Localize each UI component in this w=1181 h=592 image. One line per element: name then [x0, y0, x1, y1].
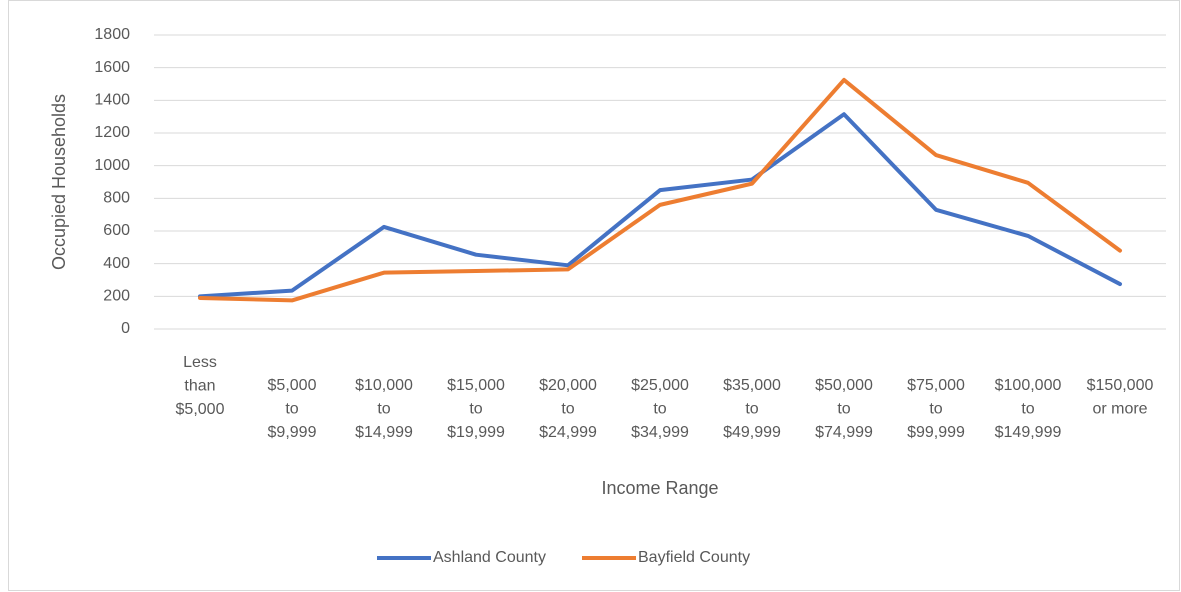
x-tick-label: $15,000 to $19,999 — [447, 377, 505, 441]
y-tick-label: 1800 — [94, 26, 130, 43]
y-tick-label: 400 — [103, 255, 130, 272]
y-tick-label: 600 — [103, 222, 130, 239]
y-tick-label: 1200 — [94, 124, 130, 141]
x-tick-label: $5,000 to $9,999 — [268, 377, 317, 441]
y-tick-label: 200 — [103, 288, 130, 305]
x-tick-label: $35,000 to $49,999 — [723, 377, 781, 441]
x-tick-label: $10,000 to $14,999 — [355, 377, 413, 441]
x-tick-label: $100,000 to $149,999 — [995, 377, 1062, 441]
y-axis-title: Occupied Households — [49, 94, 69, 270]
series-line — [198, 77, 1122, 303]
x-tick-label: Less than $5,000 — [176, 354, 225, 418]
x-axis-title: Income Range — [601, 478, 718, 498]
x-tick-label: $150,000 or more — [1087, 377, 1154, 418]
y-tick-label: 1000 — [94, 157, 130, 174]
legend-label: Bayfield County — [638, 549, 750, 566]
y-tick-label: 0 — [121, 320, 130, 337]
legend-label: Ashland County — [433, 549, 546, 566]
x-tick-label: $75,000 to $99,999 — [907, 377, 965, 441]
series-line — [198, 112, 1122, 299]
y-tick-label: 1400 — [94, 92, 130, 109]
y-tick-label: 800 — [103, 190, 130, 207]
x-tick-label: $50,000 to $74,999 — [815, 377, 873, 441]
chart-border — [8, 0, 1180, 591]
y-tick-label: 1600 — [94, 59, 130, 76]
x-tick-label: $25,000 to $34,999 — [631, 377, 689, 441]
x-tick-label: $20,000 to $24,999 — [539, 377, 597, 441]
